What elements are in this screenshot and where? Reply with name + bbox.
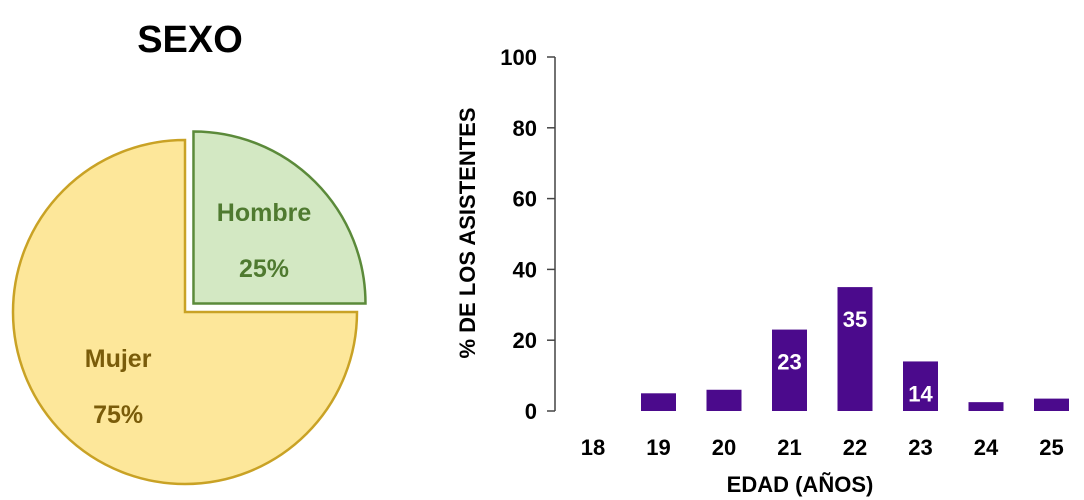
bar-24 — [968, 402, 1004, 411]
bar-20 — [706, 389, 742, 411]
bar-21 — [772, 329, 807, 411]
pie-slice-value: 25% — [239, 255, 289, 283]
y-tick-label: 40 — [513, 257, 537, 282]
y-axis-label: % DE LOS ASISTENTES — [455, 107, 480, 358]
bar-data-label: 14 — [908, 381, 933, 406]
bar-chart: 0 20 40 60 80 100 23 35 14 18 19 20 21 22 23 24 25 EDA… — [455, 45, 1069, 497]
x-tick-label: 25 — [1039, 435, 1063, 460]
y-tick-label: 20 — [513, 328, 537, 353]
x-tick-label: 24 — [974, 435, 999, 460]
pie-chart-title: SEXO — [137, 19, 243, 61]
x-tick-label: 20 — [712, 435, 736, 460]
bar-23 — [903, 361, 938, 411]
pie-slice-hombre — [192, 130, 367, 305]
x-axis-label: EDAD (AÑOS) — [727, 472, 874, 497]
y-tick-label: 80 — [513, 116, 537, 141]
x-axis-ticks: 18 19 20 21 22 23 24 25 — [581, 435, 1064, 460]
pie-slice-label: Mujer — [85, 345, 152, 373]
x-tick-label: 18 — [581, 435, 605, 460]
bar-19 — [641, 393, 676, 411]
x-tick-label: 21 — [777, 435, 801, 460]
pie-slice-mujer — [11, 138, 359, 486]
y-axis-ticks: 0 20 40 60 80 100 — [500, 45, 555, 424]
pie-chart: SEXO Hombre 25% Mujer 75% — [11, 19, 367, 486]
bar-25 — [1034, 398, 1069, 411]
bar-series: 23 35 14 — [641, 287, 1069, 411]
y-tick-label: 0 — [525, 399, 537, 424]
bar-data-label: 35 — [843, 307, 867, 332]
pie-slice-value: 75% — [93, 401, 143, 429]
y-tick-label: 100 — [500, 45, 537, 70]
bar-data-label: 23 — [777, 350, 801, 375]
x-tick-label: 22 — [843, 435, 867, 460]
x-tick-label: 23 — [908, 435, 932, 460]
y-tick-label: 60 — [513, 187, 537, 212]
pie-slices: Hombre 25% Mujer 75% — [11, 130, 367, 486]
x-tick-label: 19 — [646, 435, 670, 460]
pie-slice-label: Hombre — [217, 199, 312, 227]
bar-22 — [837, 287, 873, 411]
